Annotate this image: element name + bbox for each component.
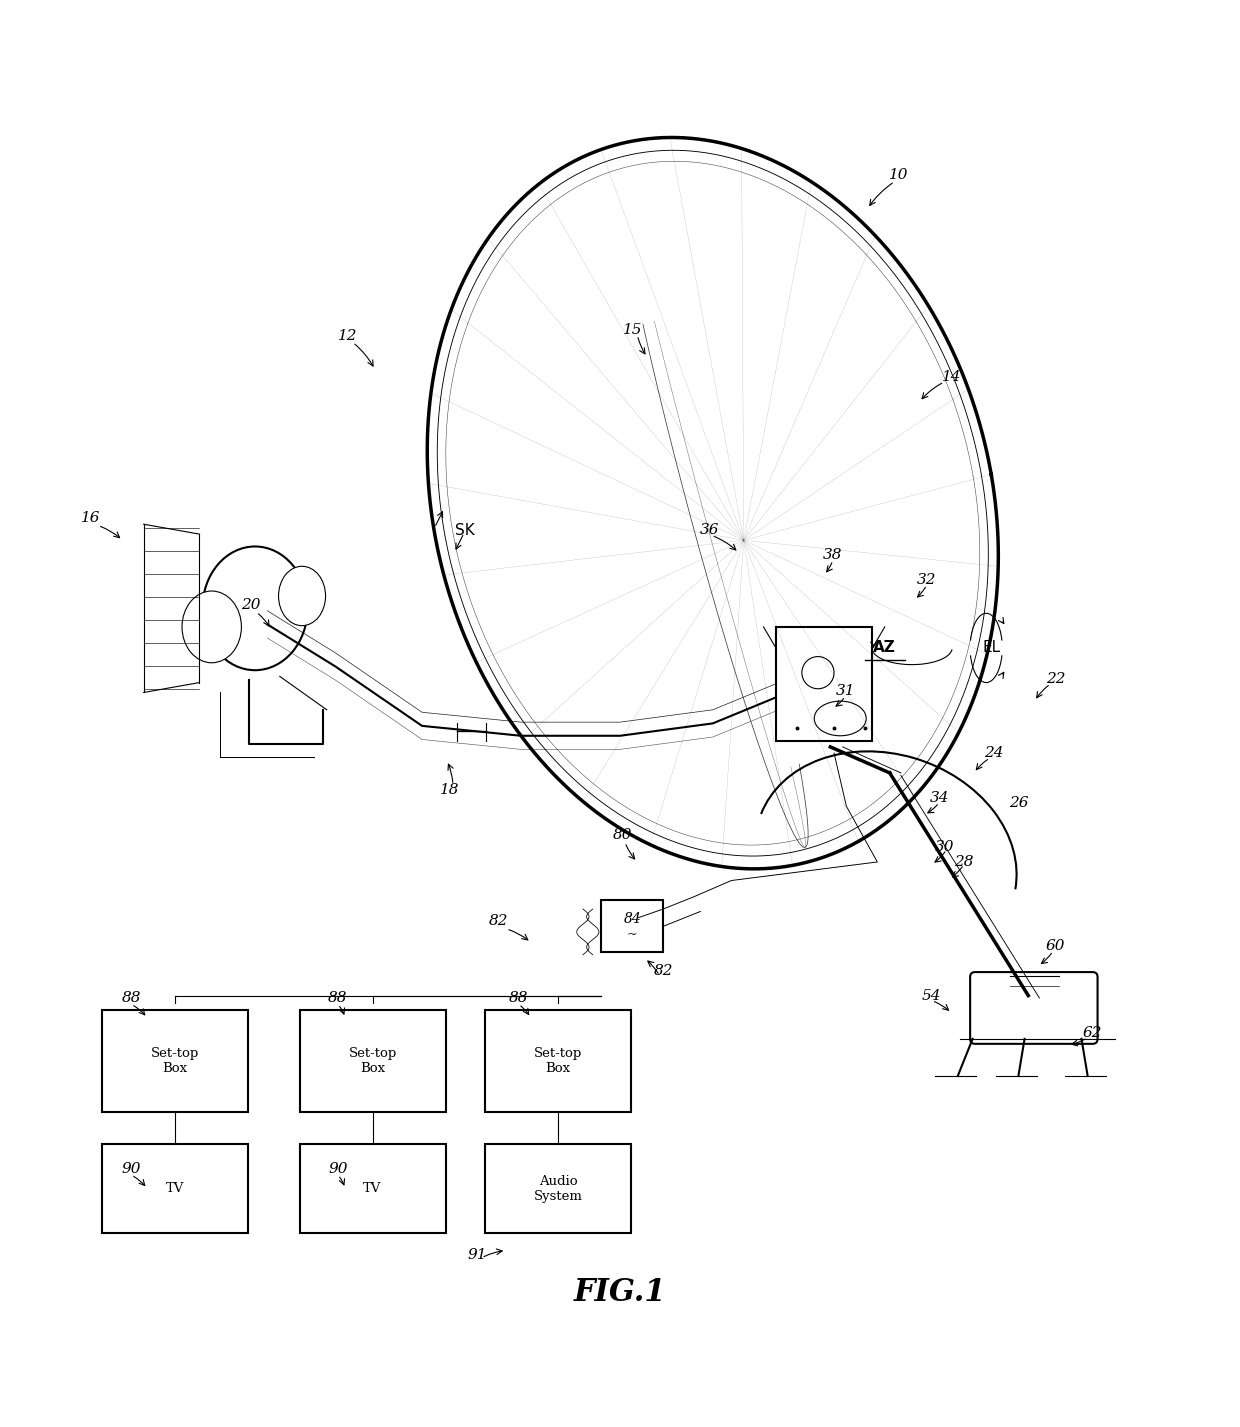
- Text: 30: 30: [935, 841, 954, 855]
- Text: TV: TV: [165, 1182, 184, 1194]
- Text: Set-top
Box: Set-top Box: [534, 1047, 583, 1075]
- Text: Set-top
Box: Set-top Box: [150, 1047, 198, 1075]
- Text: 28: 28: [955, 855, 973, 869]
- Text: 16: 16: [81, 511, 100, 525]
- Bar: [485, 1010, 631, 1112]
- Text: 62: 62: [1083, 1026, 1102, 1040]
- Ellipse shape: [182, 591, 242, 662]
- Text: TV: TV: [363, 1182, 382, 1194]
- Text: ~: ~: [627, 929, 637, 942]
- Text: 14: 14: [942, 370, 961, 384]
- Text: 54: 54: [923, 989, 941, 1003]
- Bar: [300, 1144, 445, 1233]
- Text: 22: 22: [1045, 672, 1065, 686]
- Ellipse shape: [202, 547, 308, 671]
- Text: 88: 88: [508, 992, 528, 1005]
- Text: Set-top
Box: Set-top Box: [348, 1047, 397, 1075]
- Text: SK: SK: [455, 522, 475, 538]
- Text: 36: 36: [699, 524, 719, 538]
- Text: 38: 38: [823, 548, 842, 562]
- Text: EL: EL: [982, 641, 1001, 655]
- Text: 24: 24: [983, 746, 1003, 761]
- Text: 82: 82: [653, 963, 673, 977]
- Ellipse shape: [279, 567, 326, 625]
- Text: 88: 88: [122, 992, 141, 1005]
- Text: 88: 88: [329, 992, 347, 1005]
- Text: 31: 31: [836, 684, 854, 698]
- Bar: [776, 626, 873, 741]
- FancyBboxPatch shape: [970, 972, 1097, 1043]
- Text: 20: 20: [242, 598, 262, 612]
- Text: 90: 90: [329, 1162, 347, 1176]
- Text: AZ: AZ: [873, 641, 897, 655]
- Text: FIG.1: FIG.1: [574, 1277, 666, 1309]
- Bar: [601, 900, 663, 952]
- Text: 84: 84: [624, 912, 641, 926]
- Text: 60: 60: [1045, 939, 1065, 953]
- Text: 34: 34: [930, 791, 949, 805]
- Bar: [485, 1144, 631, 1233]
- Text: 18: 18: [439, 783, 459, 798]
- Text: 91: 91: [467, 1249, 487, 1263]
- Text: 32: 32: [918, 572, 936, 586]
- Text: 10: 10: [889, 168, 908, 183]
- Text: 82: 82: [489, 915, 508, 929]
- Bar: [102, 1144, 248, 1233]
- Text: 80: 80: [613, 828, 632, 842]
- Bar: [102, 1010, 248, 1112]
- Bar: [300, 1010, 445, 1112]
- Text: 12: 12: [339, 330, 357, 342]
- Text: Audio
System: Audio System: [533, 1174, 583, 1203]
- Text: 26: 26: [1008, 796, 1028, 809]
- Text: 90: 90: [122, 1162, 141, 1176]
- Text: 15: 15: [622, 323, 642, 337]
